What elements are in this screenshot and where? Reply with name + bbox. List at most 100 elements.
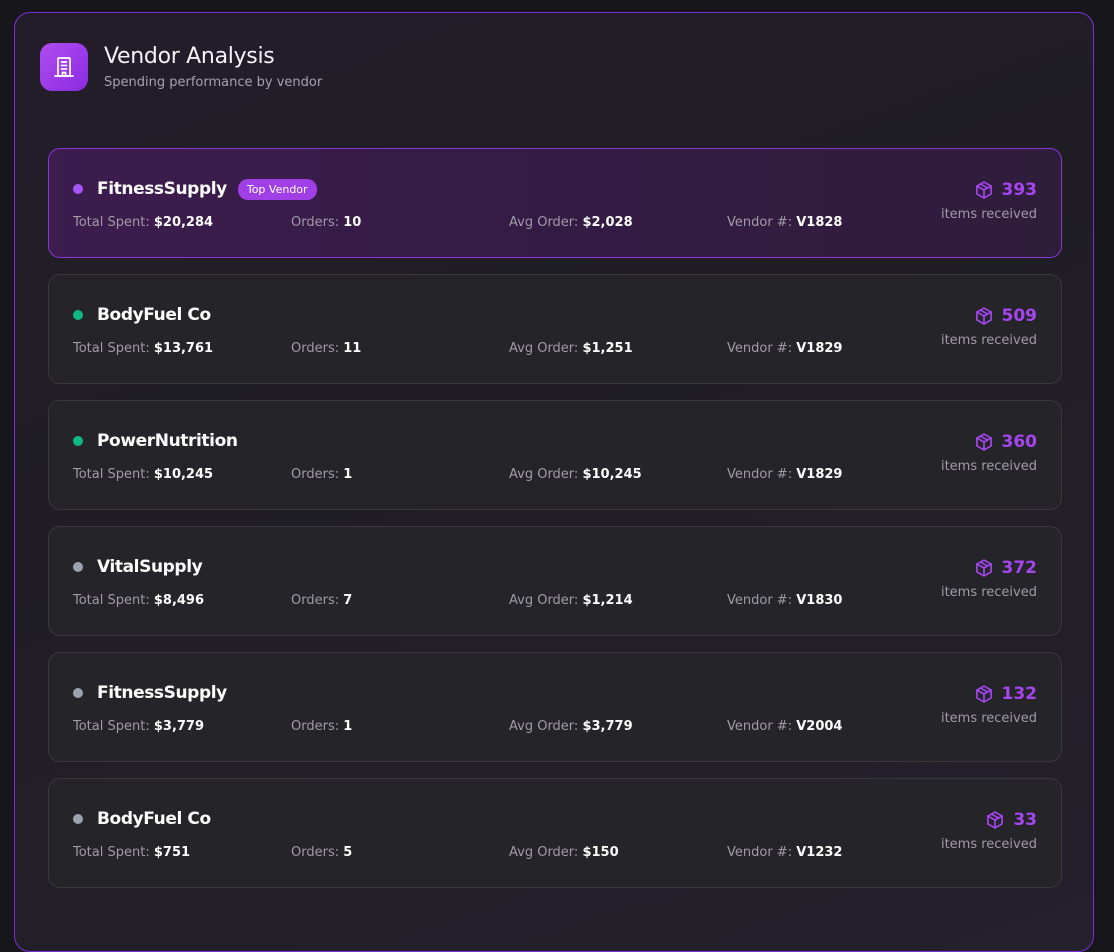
total-spent-stat: Total Spent: $8,496	[73, 593, 204, 608]
orders-stat: Orders: 1	[291, 467, 352, 482]
items-count: 132	[1001, 684, 1038, 704]
status-dot	[73, 436, 83, 446]
package-icon	[975, 307, 992, 325]
avg-order-value: $10,245	[582, 467, 642, 482]
status-dot	[73, 814, 83, 824]
avg-order-stat: Avg Order: $3,779	[509, 719, 633, 734]
vendor-card-4[interactable]: VitalSupply Total Spent: $8,496 Orders: …	[48, 526, 1062, 636]
page-title: Vendor Analysis	[104, 44, 275, 69]
items-count: 372	[1001, 558, 1038, 578]
vendor-number-stat: Vendor #: V1829	[727, 341, 842, 356]
vendor-number-value: V1829	[796, 467, 843, 482]
avg-order-value: $2,028	[582, 215, 633, 230]
vendor-number-stat: Vendor #: V1232	[727, 845, 842, 860]
vendor-number-label: Vendor #:	[727, 593, 793, 608]
status-dot	[73, 184, 83, 194]
vendor-number-stat: Vendor #: V1829	[727, 467, 842, 482]
total-spent-label: Total Spent:	[73, 215, 150, 230]
orders-label: Orders:	[291, 593, 340, 608]
vendor-card-2[interactable]: BodyFuel Co Total Spent: $13,761 Orders:…	[48, 274, 1062, 384]
orders-value: 5	[343, 845, 353, 860]
orders-value: 10	[343, 215, 362, 230]
total-spent-stat: Total Spent: $20,284	[73, 215, 213, 230]
items-received: 360 items received	[941, 431, 1037, 474]
items-received-label: items received	[940, 207, 1037, 222]
orders-value: 1	[343, 467, 353, 482]
items-received: 33 items received	[941, 809, 1037, 852]
vendor-card-1[interactable]: FitnessSupply Top Vendor Total Spent: $2…	[48, 148, 1062, 258]
vendor-number-label: Vendor #:	[727, 467, 793, 482]
total-spent-label: Total Spent:	[73, 341, 150, 356]
avg-order-stat: Avg Order: $1,214	[509, 593, 633, 608]
avg-order-stat: Avg Order: $2,028	[509, 215, 633, 230]
orders-value: 11	[343, 341, 362, 356]
avg-order-label: Avg Order:	[509, 467, 579, 482]
total-spent-value: $3,779	[153, 719, 205, 734]
vendor-name: FitnessSupply	[97, 683, 227, 703]
total-spent-label: Total Spent:	[73, 467, 150, 482]
package-icon	[975, 559, 992, 577]
vendor-number-value: V1828	[796, 215, 843, 230]
vendor-number-value: V1232	[796, 845, 843, 860]
status-dot	[73, 562, 83, 572]
avg-order-stat: Avg Order: $150	[509, 845, 619, 860]
total-spent-stat: Total Spent: $3,779	[73, 719, 204, 734]
total-spent-value: $20,284	[153, 215, 214, 230]
total-spent-label: Total Spent:	[73, 719, 150, 734]
avg-order-value: $150	[582, 845, 619, 860]
total-spent-label: Total Spent:	[73, 593, 150, 608]
vendor-number-label: Vendor #:	[727, 215, 793, 230]
items-received-label: items received	[940, 711, 1037, 726]
vendor-card-6[interactable]: BodyFuel Co Total Spent: $751 Orders: 5 …	[48, 778, 1062, 888]
avg-order-value: $3,779	[582, 719, 633, 734]
items-received-label: items received	[940, 585, 1037, 600]
vendor-name: FitnessSupply	[97, 179, 227, 199]
items-received-label: items received	[940, 333, 1037, 348]
vendor-number-stat: Vendor #: V1828	[727, 215, 842, 230]
vendor-number-label: Vendor #:	[727, 719, 793, 734]
items-count: 33	[1013, 810, 1037, 830]
vendor-name: BodyFuel Co	[97, 809, 211, 829]
panel-header: Vendor Analysis Spending performance by …	[40, 43, 322, 91]
page-subtitle: Spending performance by vendor	[104, 75, 323, 90]
package-icon	[975, 181, 992, 199]
avg-order-label: Avg Order:	[509, 719, 579, 734]
vendor-number-value: V1829	[796, 341, 843, 356]
orders-stat: Orders: 7	[291, 593, 352, 608]
avg-order-label: Avg Order:	[509, 341, 579, 356]
avg-order-label: Avg Order:	[509, 593, 579, 608]
items-count: 360	[1001, 432, 1038, 452]
orders-label: Orders:	[291, 845, 340, 860]
vendor-name: PowerNutrition	[97, 431, 238, 451]
vendor-number-stat: Vendor #: V1830	[727, 593, 842, 608]
package-icon	[975, 433, 992, 451]
items-count: 393	[1001, 180, 1038, 200]
avg-order-label: Avg Order:	[509, 215, 579, 230]
orders-stat: Orders: 11	[291, 341, 361, 356]
vendor-number-stat: Vendor #: V2004	[727, 719, 842, 734]
avg-order-label: Avg Order:	[509, 845, 579, 860]
avg-order-stat: Avg Order: $10,245	[509, 467, 642, 482]
vendor-card-5[interactable]: FitnessSupply Total Spent: $3,779 Orders…	[48, 652, 1062, 762]
status-dot	[73, 688, 83, 698]
vendor-name: VitalSupply	[97, 557, 203, 577]
orders-label: Orders:	[291, 215, 340, 230]
total-spent-value: $8,496	[153, 593, 205, 608]
vendor-list: FitnessSupply Top Vendor Total Spent: $2…	[48, 148, 1062, 904]
total-spent-stat: Total Spent: $13,761	[73, 341, 213, 356]
vendor-card-3[interactable]: PowerNutrition Total Spent: $10,245 Orde…	[48, 400, 1062, 510]
items-count: 509	[1001, 306, 1038, 326]
total-spent-stat: Total Spent: $751	[73, 845, 190, 860]
orders-value: 7	[343, 593, 353, 608]
items-received: 372 items received	[941, 557, 1037, 600]
orders-label: Orders:	[291, 341, 340, 356]
top-vendor-badge: Top Vendor	[237, 178, 317, 200]
total-spent-value: $13,761	[153, 341, 214, 356]
items-received: 132 items received	[941, 683, 1037, 726]
vendor-number-value: V1830	[796, 593, 843, 608]
orders-stat: Orders: 5	[291, 845, 352, 860]
orders-value: 1	[343, 719, 353, 734]
orders-stat: Orders: 1	[291, 719, 352, 734]
avg-order-value: $1,214	[582, 593, 633, 608]
building-icon	[40, 43, 88, 91]
